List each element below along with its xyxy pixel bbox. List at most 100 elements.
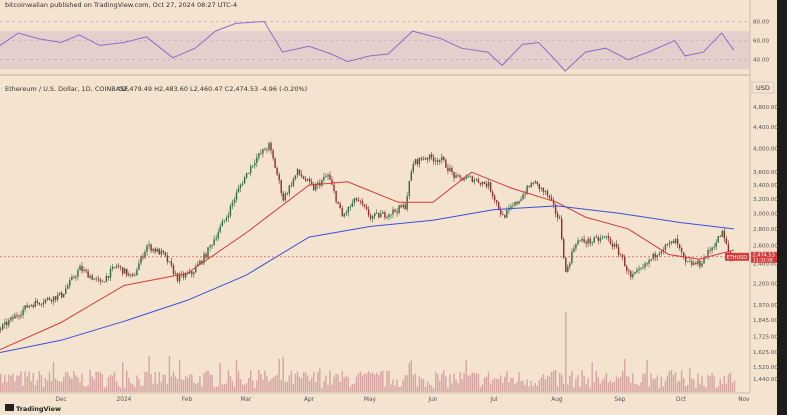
volume-bar [672,375,675,392]
candle-body [109,269,112,278]
volume-bar [648,386,650,392]
candle-body [487,182,490,187]
volume-bar [609,380,612,392]
candle-body [567,266,569,272]
candle-body [185,273,187,278]
volume-bar [85,386,87,392]
volume-bar [406,375,408,392]
candle-body [471,176,474,182]
candle-body [430,154,433,158]
volume-bar [56,380,59,392]
volume-bar [550,372,553,392]
volume-bar [687,384,689,392]
candle-body [372,216,374,219]
volume-bar [250,370,252,392]
candle-body [252,165,254,167]
candle-body [435,160,437,162]
candle-body [294,175,297,179]
volume-bar [512,377,514,392]
volume-bar [217,386,219,392]
candle-body [453,172,455,178]
candle-body [369,215,372,219]
candle-body [207,247,209,258]
candle-body [81,266,83,271]
candle-body [689,261,691,263]
candle-body [420,157,423,160]
candle-body [597,237,600,241]
volume-bar [130,383,132,392]
candle-body [489,182,492,192]
volume-bar [144,371,146,392]
volume-bar [156,383,158,392]
volume-bar [83,386,85,392]
candle-body [219,226,221,233]
volume-bar [398,387,400,392]
candle-body [622,254,624,257]
candle-body [709,250,711,251]
candle-body [79,266,81,271]
volume-bar [201,386,203,392]
candle-body [150,244,152,251]
candle-body [483,182,486,184]
candle-body [398,205,400,213]
volume-bar [73,371,75,392]
volume-bar [591,362,593,392]
candle-body [569,263,571,267]
candle-body [414,159,417,165]
volume-bar [624,359,626,392]
volume-bar [717,386,719,392]
volume-bar [300,378,303,392]
candle-body [130,273,132,275]
candle-body [396,211,398,213]
volume-bar [416,386,419,392]
candle-body [134,275,136,277]
price-axis[interactable]: 4,800.00 4,400.00 4,000.00 3,600.00 3,400.00… [725,105,778,383]
time-tick-label: Jun [427,397,437,403]
volume-bar [30,381,32,392]
candle-body [646,263,648,265]
volume-bar [455,379,457,392]
time-tick-label: Sep [614,397,625,403]
candle-body [101,281,104,282]
volume-bar [528,386,530,392]
candle-body [113,266,116,268]
volume-bar [32,372,34,392]
volume-bar [284,381,287,392]
candle-body [680,248,683,253]
volume-bar [278,358,280,392]
candle-body [520,199,522,202]
volume-bar [311,377,313,392]
volume-bar [150,374,152,392]
candle-body [402,204,404,208]
candle-body [457,175,459,177]
volume-bar [632,372,634,392]
volume-bar [715,388,717,392]
volume-bar [122,362,124,392]
candle-body [197,263,199,267]
volume-bar [587,377,589,392]
candle-body [725,238,728,244]
candle-body [642,267,644,269]
volume-bar [178,360,181,392]
rsi-band [0,31,750,70]
tradingview-logo-text: TradingView [16,405,61,413]
price-tick-label: 3,600.00 [753,170,778,176]
volume-bar [390,384,392,392]
candle-body [512,205,514,207]
candle-body [203,253,205,264]
candle-body [286,193,289,195]
volume-bar [42,386,45,392]
candle-body [73,276,75,278]
candle-body [384,212,386,218]
candle-body [502,214,504,216]
tradingview-logo: TradingView [5,404,61,413]
volume-bar [605,372,608,392]
candle-body [239,184,242,188]
candle-body [75,276,77,278]
time-axis[interactable]: Dec 2024 Feb Mar Apr May Jun Jul Aug Sep Oct Nov [55,397,750,403]
candle-body [477,179,480,183]
volume-bar [372,372,374,392]
candle-body [376,212,378,214]
candle-body [678,244,681,248]
